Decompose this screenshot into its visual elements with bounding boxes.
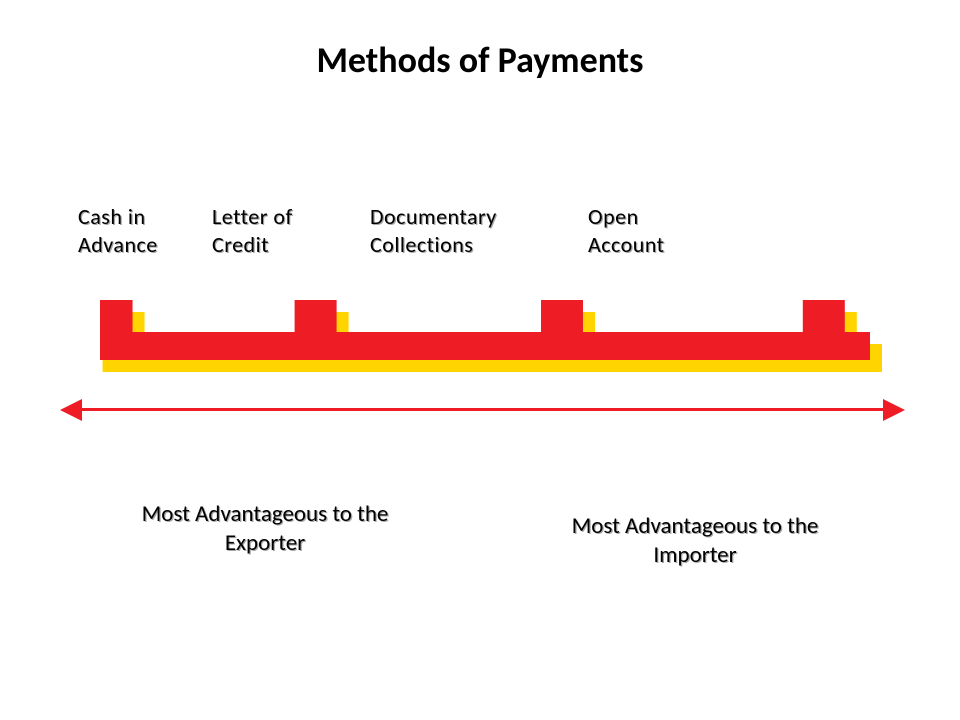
method-label-documentary-collections: Documentary Collections — [370, 203, 497, 258]
method-label-line: Open — [588, 203, 639, 230]
caption-importer: Most Advantageous to the Importer — [530, 512, 860, 570]
caption-line: Most Advantageous to the — [572, 512, 819, 540]
spectrum-arrow-line — [82, 408, 883, 411]
method-label-line: Cash in — [78, 203, 146, 230]
spectrum-arrow-head-right — [883, 399, 905, 421]
method-label-letter-of-credit: Letter of Credit — [212, 203, 293, 258]
method-label-line: Letter of — [212, 203, 293, 230]
spectrum-arrow-head-left — [60, 399, 82, 421]
method-label-line: Advance — [78, 231, 158, 258]
method-label-line: Credit — [212, 231, 269, 258]
method-label-line: Account — [588, 231, 665, 258]
timeline-diagram — [100, 300, 886, 376]
caption-line: Exporter — [225, 529, 305, 557]
method-label-open-account: Open Account — [588, 203, 665, 258]
caption-line: Most Advantageous to the — [142, 500, 389, 528]
page-title: Methods of Payments — [0, 38, 960, 82]
method-label-cash-in-advance: Cash in Advance — [78, 203, 158, 258]
method-label-line: Collections — [370, 231, 473, 258]
slide: Methods of Payments Cash in Advance Lett… — [0, 0, 960, 720]
caption-line: Importer — [653, 541, 736, 569]
method-label-line: Documentary — [370, 203, 497, 230]
caption-exporter: Most Advantageous to the Exporter — [100, 500, 430, 558]
